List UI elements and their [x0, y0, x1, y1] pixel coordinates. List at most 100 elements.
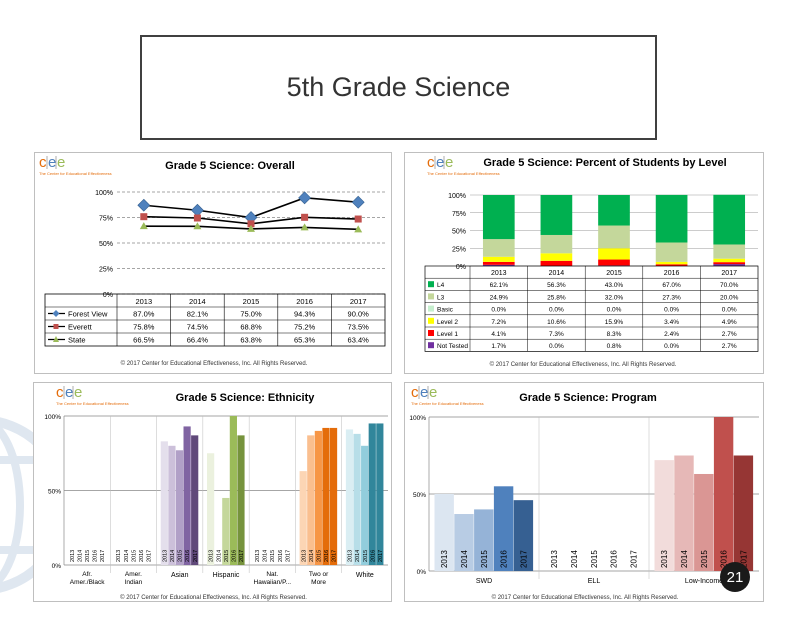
bar — [307, 435, 315, 565]
data-label: 75.0% — [240, 310, 262, 319]
bar — [654, 460, 674, 571]
bar-segment — [713, 264, 746, 266]
bar — [493, 486, 514, 571]
category-label: Amer. — [125, 571, 142, 578]
data-label: 90.0% — [348, 310, 370, 319]
bar-segment — [482, 264, 515, 266]
bar — [183, 426, 191, 565]
data-label: 0.8% — [607, 343, 622, 350]
y-tick-label: 75% — [99, 216, 113, 223]
year-label: 2015 — [270, 550, 276, 562]
data-label: 94.3% — [294, 310, 316, 319]
logo-letter: e — [74, 384, 82, 401]
year-label: 2013 — [301, 550, 307, 562]
x-tick-label: 2013 — [135, 297, 152, 306]
year-label: 2017 — [239, 550, 245, 562]
year-label: 2013 — [116, 550, 122, 562]
y-tick-label: 100% — [448, 193, 466, 200]
data-label: 63.8% — [240, 336, 262, 345]
y-tick-label: 100% — [44, 414, 61, 421]
data-label: 2.4% — [664, 331, 679, 338]
year-label: 2015 — [480, 550, 489, 568]
bar-segment — [598, 259, 630, 266]
legend-swatch — [428, 342, 434, 349]
bar-segment — [482, 261, 515, 265]
data-label: 25.8% — [547, 294, 566, 301]
year-label: 2014 — [460, 550, 469, 568]
year-label: 2015 — [363, 550, 369, 562]
legend-swatch — [428, 330, 434, 336]
year-label: 2013 — [660, 550, 669, 568]
bar-segment — [713, 244, 746, 259]
chart-footer: © 2017 Center for Educational Effectiven… — [120, 594, 307, 601]
legend-label: State — [68, 336, 86, 345]
legend-label: Not Tested — [437, 343, 468, 350]
x-tick-label: 2015 — [243, 297, 260, 306]
y-tick-label: 50% — [99, 241, 113, 248]
data-label: 0.0% — [549, 343, 564, 350]
bar — [368, 423, 376, 565]
year-label: 2015 — [590, 550, 599, 568]
year-label: 2016 — [610, 550, 619, 568]
data-label: 15.9% — [605, 319, 624, 326]
bar-segment — [482, 239, 515, 257]
data-label: 63.4% — [348, 336, 370, 345]
bar — [674, 455, 694, 571]
category-label: Nat. — [266, 571, 278, 578]
bar-segment — [713, 194, 746, 245]
bar-segment — [655, 261, 688, 265]
logo-letter: e — [429, 384, 437, 401]
data-label: 74.5% — [187, 323, 209, 332]
bar-segment — [482, 256, 515, 262]
category-label: Hispanic — [213, 572, 240, 579]
data-point-diamond — [190, 203, 204, 217]
data-label: 43.0% — [605, 282, 624, 289]
bar-segment — [482, 195, 515, 240]
data-table-border — [424, 265, 759, 352]
category-label: Two or — [309, 571, 329, 578]
year-label: 2017 — [332, 550, 338, 562]
data-label: 65.3% — [294, 336, 316, 345]
bar — [160, 441, 168, 565]
logo-letter: e — [445, 154, 453, 171]
data-label: 27.3% — [662, 294, 681, 301]
category-label: Asian — [171, 572, 189, 579]
data-label: 24.9% — [490, 294, 509, 301]
bar-segment — [540, 260, 573, 266]
chart-footer: © 2017 Center for Educational Effectiven… — [492, 594, 679, 601]
year-label: 2013 — [70, 550, 76, 562]
y-tick-label: 0% — [417, 569, 427, 576]
data-label: 4.9% — [722, 319, 737, 326]
data-label: 62.1% — [490, 282, 509, 289]
x-tick-label: 2013 — [491, 270, 507, 277]
year-label: 2017 — [739, 550, 748, 568]
data-label: 0.0% — [722, 307, 737, 314]
data-point-triangle — [300, 223, 309, 231]
y-tick-label: 75% — [452, 211, 466, 218]
year-label: 2016 — [93, 550, 99, 562]
year-label: 2013 — [550, 550, 559, 568]
legend-label: L3 — [437, 294, 445, 301]
bar-segment — [655, 194, 688, 243]
legend-swatch — [428, 281, 434, 288]
bar — [713, 417, 734, 571]
bar — [237, 435, 245, 565]
bar — [299, 471, 307, 565]
year-label: 2015 — [316, 550, 322, 562]
slide-title: 5th Grade Science — [286, 72, 511, 102]
data-label: 67.0% — [662, 282, 681, 289]
data-label: 4.1% — [491, 331, 506, 338]
year-label: 2013 — [440, 550, 449, 568]
chart-title: Grade 5 Science: Ethnicity — [176, 392, 316, 404]
year-label: 2017 — [629, 550, 638, 568]
data-label: 0.0% — [664, 307, 679, 314]
data-label: 73.5% — [348, 323, 370, 332]
data-label: 7.2% — [491, 319, 506, 326]
bar — [513, 500, 534, 571]
year-label: 2014 — [263, 550, 269, 562]
year-label: 2014 — [570, 550, 579, 568]
legend-label: Basic — [437, 307, 454, 314]
year-label: 2017 — [100, 550, 106, 562]
legend-label: Everett — [68, 323, 93, 332]
